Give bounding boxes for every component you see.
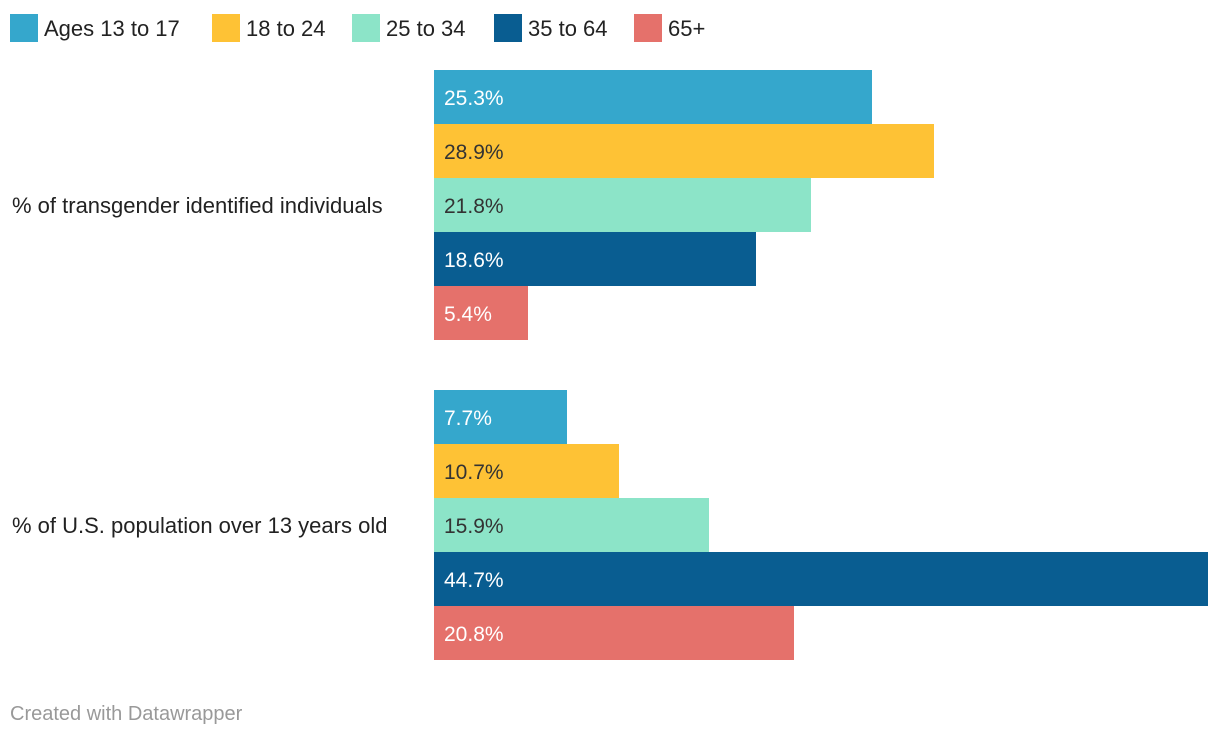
footer-credit[interactable]: Created with Datawrapper (10, 703, 243, 725)
legend-label-25-to-34: 25 to 34 (386, 16, 466, 41)
bar-group-25-to-34-cat1: 21.8% (434, 178, 811, 232)
legend-swatch-65 (634, 14, 662, 42)
legend: Ages 13 to 17 18 to 24 25 to 34 35 to 64 65+ (10, 14, 705, 42)
bar-25-to-34-cat2[interactable] (434, 498, 709, 552)
bar-value-label: 5.4% (444, 303, 492, 326)
legend-item-ages-13-to-17[interactable]: Ages 13 to 17 (10, 14, 180, 42)
legend-swatch-18-to-24 (212, 14, 240, 42)
bar-group-18-to-24-cat1: 28.9% (434, 124, 934, 178)
bar-group-35-to-64-cat2: 44.7% (434, 552, 1208, 606)
legend-label-35-to-64: 35 to 64 (528, 16, 608, 41)
bar-value-label: 15.9% (444, 515, 504, 538)
bar-25-to-34-cat1[interactable] (434, 178, 811, 232)
legend-item-65[interactable]: 65+ (634, 14, 705, 42)
bar-65-cat2[interactable] (434, 606, 794, 660)
bar-value-label: 20.8% (444, 623, 504, 646)
category-label-1: % of transgender identified individuals (12, 193, 383, 218)
bar-35-to-64-cat2[interactable] (434, 552, 1208, 606)
legend-item-35-to-64[interactable]: 35 to 64 (494, 14, 608, 42)
legend-label-65: 65+ (668, 16, 705, 41)
legend-swatch-ages-13-to-17 (10, 14, 38, 42)
bar-group-65-cat1: 5.4% (434, 286, 528, 340)
legend-item-25-to-34[interactable]: 25 to 34 (352, 14, 466, 42)
bar-18-to-24-cat2[interactable] (434, 444, 619, 498)
bar-ages-13-to-17-cat1[interactable] (434, 70, 872, 124)
bar-value-label: 25.3% (444, 87, 504, 110)
legend-swatch-35-to-64 (494, 14, 522, 42)
bar-value-label: 44.7% (444, 569, 504, 592)
bar-group-65-cat2: 20.8% (434, 606, 794, 660)
bars: 25.3% 28.9% 21.8% 18.6% 5.4% 7.7% 10.7% 15.9% 44… (434, 70, 1208, 660)
bar-value-label: 7.7% (444, 407, 492, 430)
bar-group-ages-13-to-17-cat1: 25.3% (434, 70, 872, 124)
bar-value-label: 21.8% (444, 195, 504, 218)
bar-value-label: 18.6% (444, 249, 504, 272)
legend-item-18-to-24[interactable]: 18 to 24 (212, 14, 326, 42)
bar-18-to-24-cat1[interactable] (434, 124, 934, 178)
bar-group-35-to-64-cat1: 18.6% (434, 232, 756, 286)
bar-group-25-to-34-cat2: 15.9% (434, 498, 709, 552)
legend-swatch-25-to-34 (352, 14, 380, 42)
bar-35-to-64-cat1[interactable] (434, 232, 756, 286)
legend-label-ages-13-to-17: Ages 13 to 17 (44, 16, 180, 41)
bar-65-cat1[interactable] (434, 286, 528, 340)
bar-value-label: 28.9% (444, 141, 504, 164)
bar-group-ages-13-to-17-cat2: 7.7% (434, 390, 567, 444)
bar-group-18-to-24-cat2: 10.7% (434, 444, 619, 498)
bar-value-label: 10.7% (444, 461, 504, 484)
category-label-2: % of U.S. population over 13 years old (12, 513, 387, 538)
category-labels: % of transgender identified individuals%… (12, 193, 387, 538)
bar-ages-13-to-17-cat2[interactable] (434, 390, 567, 444)
legend-label-18-to-24: 18 to 24 (246, 16, 326, 41)
